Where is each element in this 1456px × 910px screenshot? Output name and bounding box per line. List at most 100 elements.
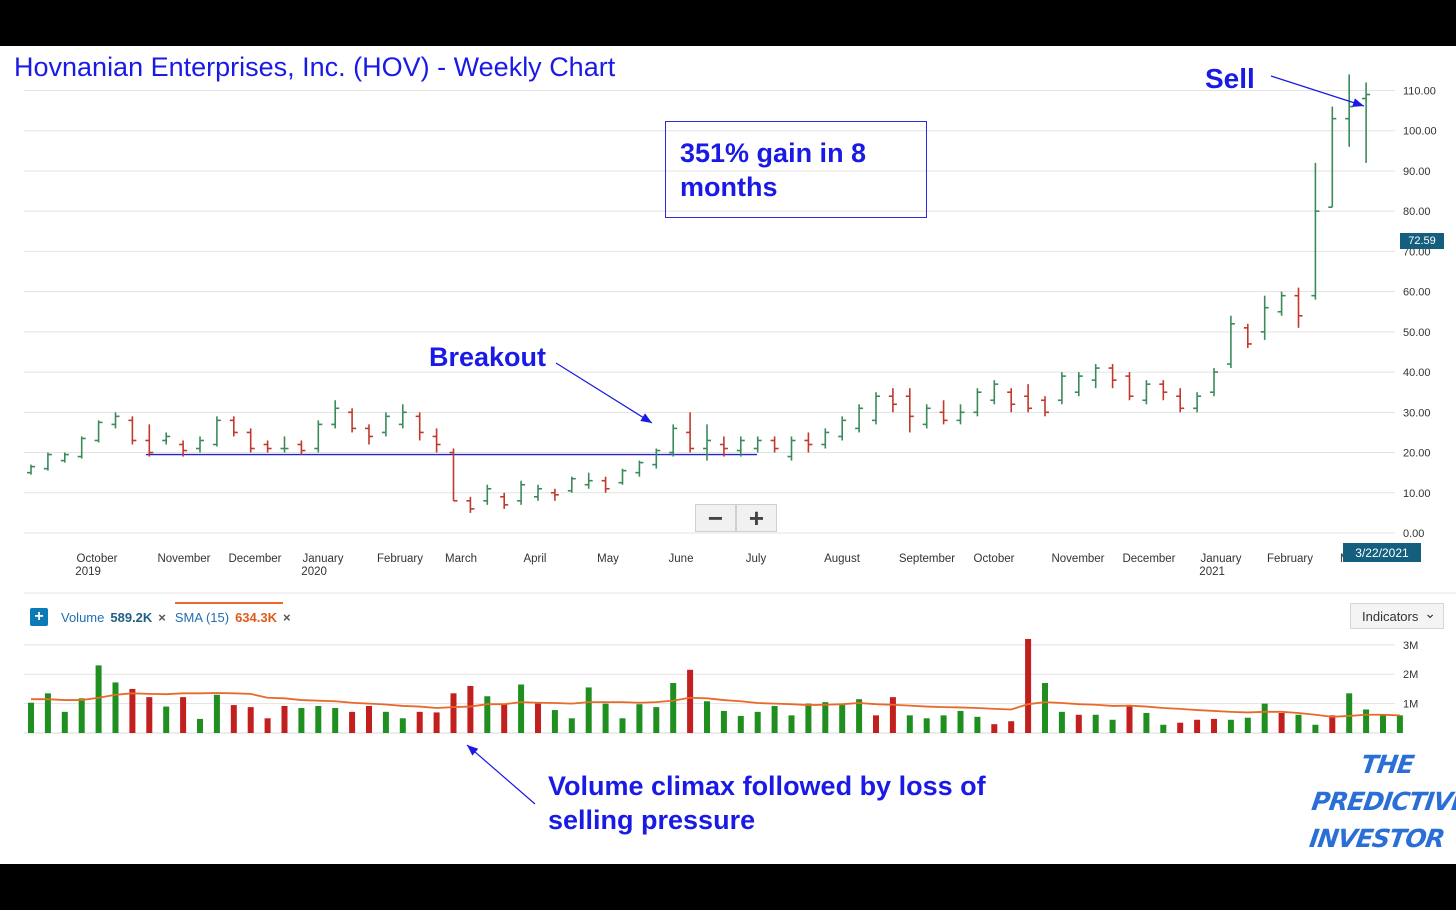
volume-bar xyxy=(653,707,660,733)
volume-bar xyxy=(315,705,322,733)
volume-legend: + Volume 589.2K × SMA (15) 634.3K × xyxy=(30,601,300,631)
chart-canvas: 110.00 100.00 90.00 80.00 70.00 60.00 50.00 40.… xyxy=(0,46,1456,864)
remove-volume-icon[interactable]: × xyxy=(158,609,166,625)
volume-bar xyxy=(399,718,406,733)
volume-bar xyxy=(230,705,237,733)
volume-bar xyxy=(1058,711,1065,733)
volume-climax-arrow-head xyxy=(467,745,479,756)
x-tick-year: 2021 xyxy=(1199,566,1225,578)
volume-bar xyxy=(1194,719,1201,733)
volume-bar xyxy=(433,712,440,733)
volume-bar xyxy=(247,707,254,733)
volume-bar xyxy=(889,697,896,733)
volume-bar xyxy=(636,704,643,733)
price-tick-label: 40.00 xyxy=(1403,367,1431,379)
volume-bar xyxy=(619,718,626,733)
sma-legend-label: SMA (15) xyxy=(174,609,230,625)
x-tick-label: September xyxy=(899,553,955,565)
volume-bar xyxy=(416,711,423,733)
current-price-tag: 72.59 xyxy=(1400,233,1444,249)
x-tick-label: July xyxy=(746,553,767,565)
sma-legend: SMA (15) 634.3K xyxy=(174,601,283,625)
volume-bar xyxy=(1261,703,1268,733)
volume-bar xyxy=(1295,714,1302,733)
x-tick-label: February xyxy=(377,553,423,565)
price-tick-label: 110.00 xyxy=(1403,86,1436,98)
volume-bar xyxy=(856,699,863,733)
x-tick-label: February xyxy=(1267,553,1313,565)
volume-bar xyxy=(940,715,947,733)
volume-bar xyxy=(923,718,930,733)
volume-bar xyxy=(28,702,34,733)
volume-note-line1: Volume climax followed by loss of xyxy=(548,771,986,801)
x-tick-label: March xyxy=(445,553,477,565)
x-tick-year: 2020 xyxy=(301,566,327,578)
volume-legend-value: 589.2K xyxy=(110,609,153,625)
volume-bar xyxy=(180,697,187,733)
indicators-dropdown[interactable]: Indicators ⌄ xyxy=(1350,603,1444,629)
x-tick-label: April xyxy=(523,553,546,565)
volume-bar xyxy=(61,711,68,733)
volume-legend-label: Volume xyxy=(61,609,105,625)
gain-annotation-box: 351% gain in 8 months xyxy=(665,121,927,218)
volume-bar xyxy=(602,703,609,733)
volume-bar xyxy=(1160,724,1167,733)
x-tick-label: December xyxy=(1122,553,1175,565)
zoom-in-button[interactable]: + xyxy=(736,503,777,533)
volume-bar xyxy=(382,711,389,733)
brand-logo-line3: INVESTOR xyxy=(1307,824,1446,853)
volume-bar xyxy=(568,718,575,733)
volume-bar xyxy=(298,708,305,733)
volume-bar xyxy=(332,708,339,733)
current-date-tag: 3/22/2021 xyxy=(1343,543,1421,562)
breakout-arrow xyxy=(555,362,653,424)
volume-tick-label: 2M xyxy=(1403,669,1418,681)
price-tick-label: 0.00 xyxy=(1403,528,1424,540)
volume-bar xyxy=(1278,713,1285,733)
volume-bar xyxy=(95,665,102,733)
volume-bar xyxy=(1143,713,1150,733)
price-tick-label: 100.00 xyxy=(1403,126,1437,138)
volume-bar xyxy=(450,693,457,733)
volume-bar xyxy=(1008,721,1015,733)
chevron-down-icon: ⌄ xyxy=(1424,604,1436,621)
volume-bar xyxy=(129,688,136,733)
volume-bar xyxy=(1346,693,1353,733)
volume-bar xyxy=(788,715,795,733)
volume-bar xyxy=(551,710,558,733)
brand-logo-line2: PREDICTIVE xyxy=(1309,787,1456,816)
volume-climax-arrow xyxy=(466,744,536,805)
sma-legend-value: 634.3K xyxy=(235,609,277,625)
zoom-out-button[interactable]: − xyxy=(695,503,736,533)
volume-bar xyxy=(467,685,474,733)
volume-bar xyxy=(704,701,710,733)
breakout-label: Breakout xyxy=(429,342,547,372)
volume-bar xyxy=(754,711,761,733)
volume-bar xyxy=(1042,683,1048,733)
volume-bar xyxy=(687,669,694,733)
volume-bar xyxy=(1244,717,1251,733)
volume-bar xyxy=(197,718,203,733)
volume-bar xyxy=(991,724,998,733)
remove-sma-icon[interactable]: × xyxy=(283,609,291,625)
volume-bar xyxy=(1227,719,1234,733)
add-indicator-button[interactable]: + xyxy=(30,608,48,626)
sell-arrow xyxy=(1270,75,1365,107)
volume-bar xyxy=(1380,715,1386,733)
volume-bar xyxy=(1092,714,1099,733)
breakout-arrow-head xyxy=(640,413,652,423)
sma-line xyxy=(31,692,1400,718)
volume-bar xyxy=(906,715,913,733)
volume-bar xyxy=(213,694,220,733)
volume-bar xyxy=(78,698,85,733)
volume-bar xyxy=(805,703,812,733)
sma-legend-swatch xyxy=(174,601,283,604)
volume-bar xyxy=(163,706,170,733)
volume-bar xyxy=(873,715,879,733)
letterbox-bar xyxy=(0,864,1456,910)
volume-note-line2: selling pressure xyxy=(548,805,756,835)
volume-bar xyxy=(535,703,541,733)
x-tick-label: May xyxy=(597,553,619,565)
price-tick-label: 90.00 xyxy=(1403,166,1431,178)
volume-bar xyxy=(1329,715,1336,733)
